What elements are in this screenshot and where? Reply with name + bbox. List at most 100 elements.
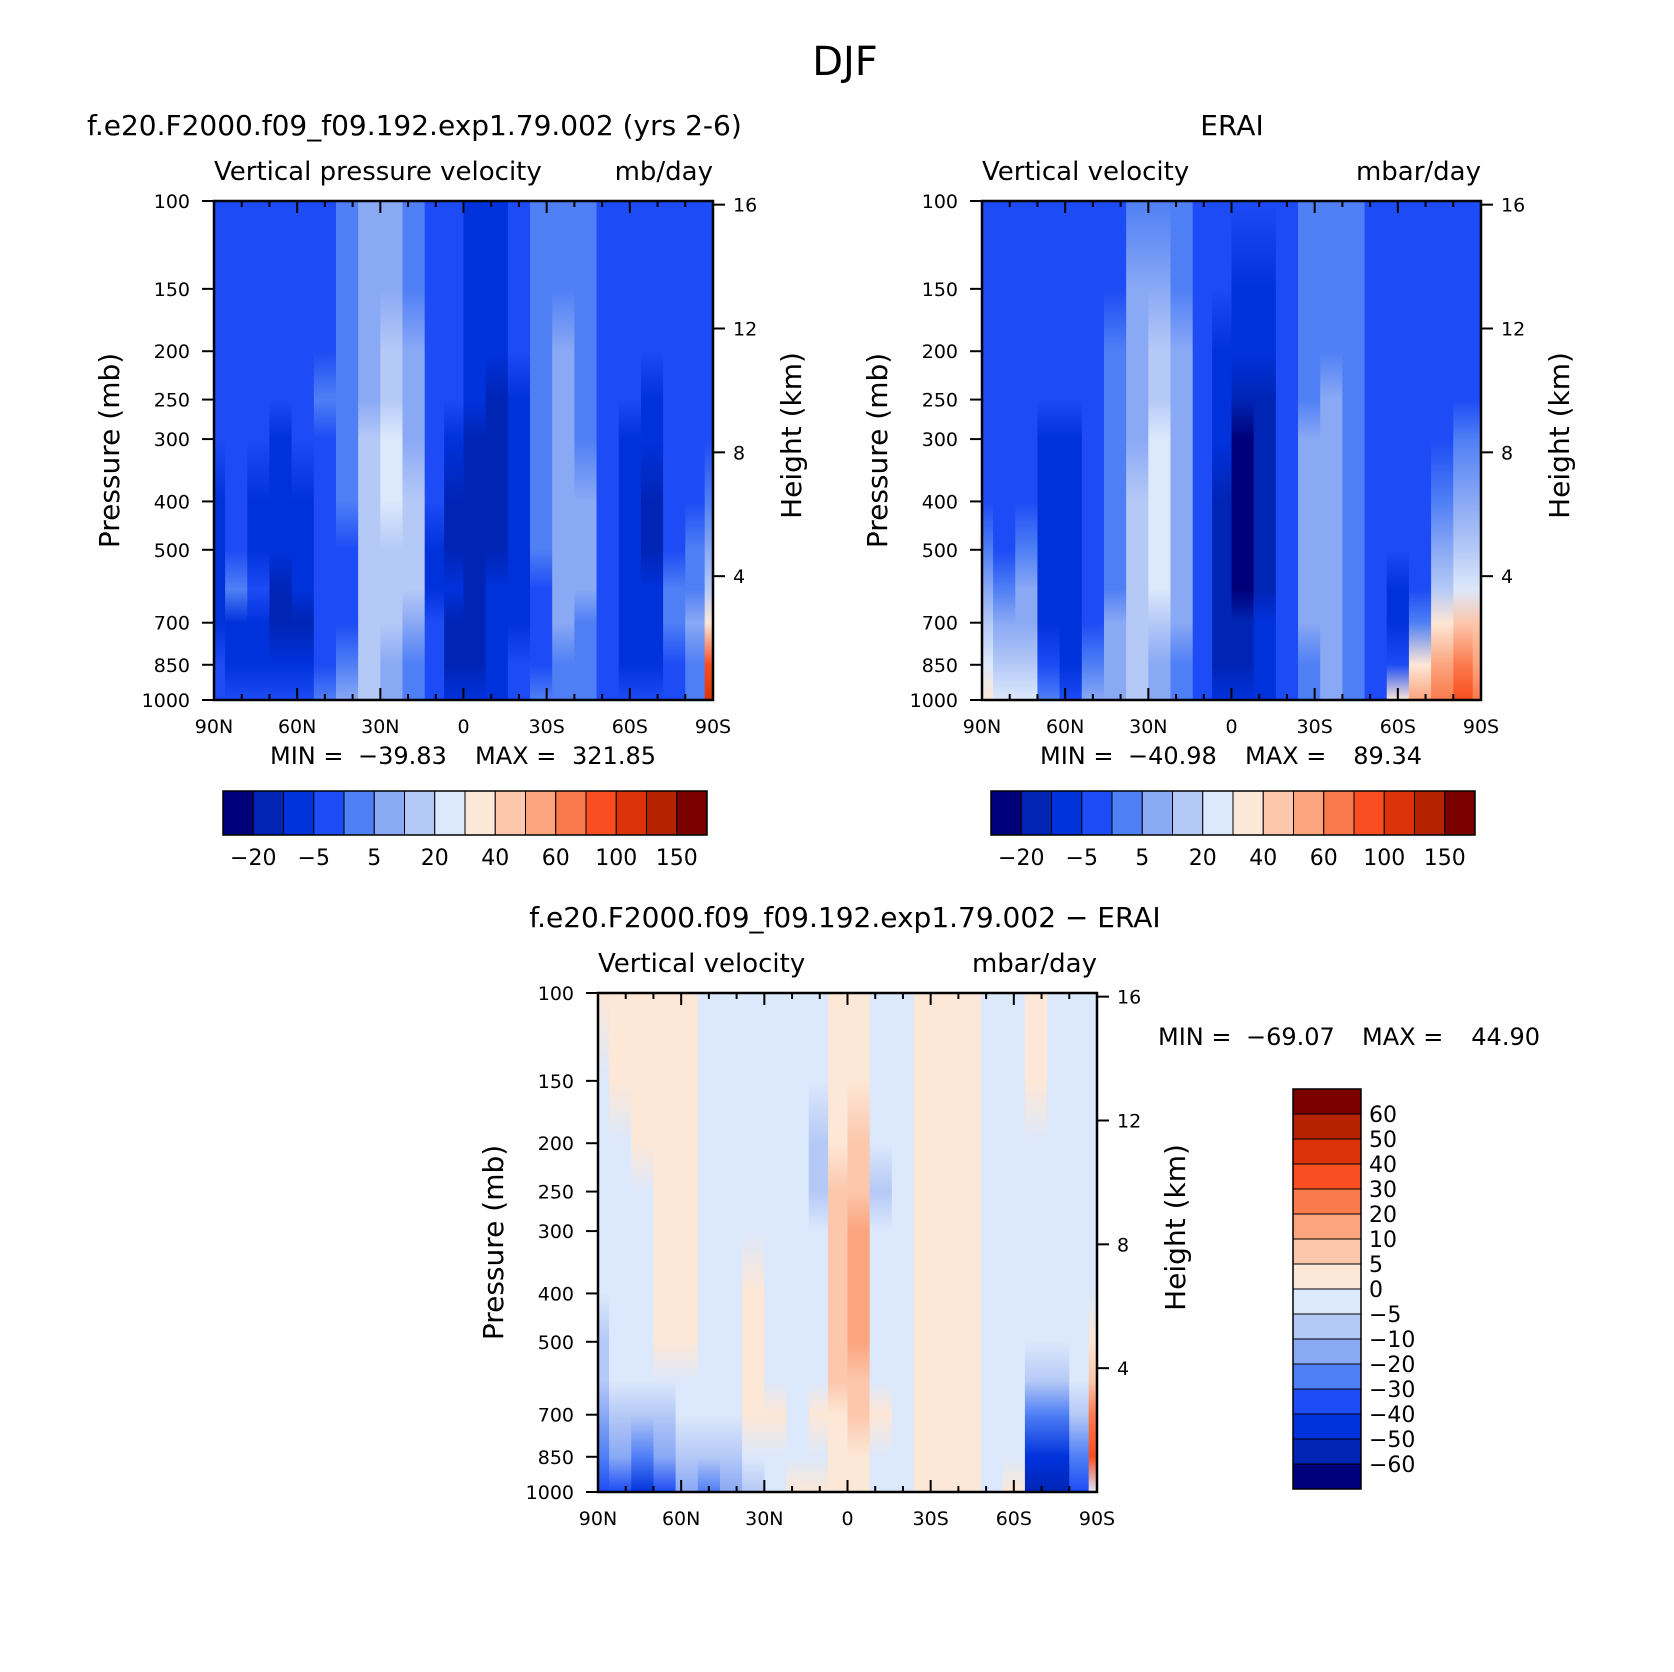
panel-a-min-value: −39.83 <box>358 742 447 770</box>
contour-column <box>598 993 610 1492</box>
contour-column <box>936 993 960 1492</box>
contour-column <box>1059 201 1083 700</box>
contour-column <box>1408 201 1432 700</box>
contour-column <box>1275 201 1299 700</box>
contour-column <box>380 201 404 700</box>
colorbar-swatch <box>1292 1138 1362 1165</box>
colorbar-swatch <box>1292 1388 1362 1415</box>
contour-column <box>618 201 642 700</box>
colorbar-swatch <box>1444 790 1476 836</box>
contour-column <box>1103 201 1127 700</box>
panel-c-title: f.e20.F2000.f09_f09.192.exp1.79.002 − ER… <box>529 901 1160 934</box>
panel-c-min-value: −69.07 <box>1246 1023 1335 1051</box>
y-tick-label: 200 <box>154 341 190 363</box>
colorbar-label: 60 <box>542 846 570 871</box>
colorbar-swatch <box>1020 790 1052 836</box>
x-tick-label: 60N <box>1046 716 1084 738</box>
contour-column <box>313 201 337 700</box>
colorbar-label: 150 <box>1424 846 1466 871</box>
panel-b-right-header: mbar/day <box>1356 157 1481 187</box>
contour-column <box>786 993 810 1492</box>
contour-column <box>869 993 893 1492</box>
contour-column <box>1037 201 1061 700</box>
y-tick-label: 150 <box>538 1071 574 1093</box>
contour-column <box>609 993 633 1492</box>
contour-column <box>1386 201 1410 700</box>
contour-column <box>808 993 829 1492</box>
y-tick-label: 850 <box>154 655 190 677</box>
contour-column <box>463 201 487 700</box>
panel-c-left-header: Vertical velocity <box>598 949 805 979</box>
contour-column <box>358 201 382 700</box>
colorbar-swatch <box>1383 790 1415 836</box>
contour-column <box>1364 201 1388 700</box>
y2-tick-label: 12 <box>1117 1110 1141 1132</box>
x-tick-label: 30N <box>361 716 399 738</box>
contour-column <box>485 201 509 700</box>
y2-tick-label: 8 <box>1501 442 1513 464</box>
colorbar-swatch <box>1292 1088 1362 1115</box>
y-tick-label: 700 <box>922 613 958 635</box>
contour-column <box>552 201 576 700</box>
colorbar-swatch <box>1292 1238 1362 1265</box>
colorbar-label: −10 <box>1369 1328 1415 1353</box>
contour-column <box>444 201 465 700</box>
contour-column <box>982 201 994 700</box>
contour-column <box>640 201 664 700</box>
colorbar-label: 20 <box>1369 1203 1397 1228</box>
y-tick-label: 400 <box>538 1283 574 1305</box>
colorbar-label: −50 <box>1369 1428 1415 1453</box>
y2-tick-label: 16 <box>1117 987 1141 1009</box>
colorbar-label: −5 <box>1066 846 1098 871</box>
colorbar-swatch <box>1292 1463 1362 1490</box>
y-tick-label: 100 <box>538 983 574 1005</box>
panel-b-max-value: 89.34 <box>1353 742 1422 770</box>
y-tick-label: 850 <box>922 655 958 677</box>
y-tick-label: 250 <box>154 390 190 412</box>
colorbar-label: −20 <box>1369 1353 1415 1378</box>
contour-column <box>847 993 871 1492</box>
colorbar-swatch <box>1172 790 1204 836</box>
y-tick-label: 200 <box>922 341 958 363</box>
contour-column <box>225 201 249 700</box>
y-axis-label: Pressure (mb) <box>477 1145 510 1340</box>
contour-column <box>1231 201 1255 700</box>
x-tick-label: 60N <box>278 716 316 738</box>
panel-a-right-header: mb/day <box>615 157 713 187</box>
contour-column <box>828 993 849 1492</box>
panel-a-max-value: 321.85 <box>572 742 656 770</box>
y2-axis-label: Height (km) <box>1159 1144 1192 1311</box>
colorbar-label: 100 <box>1363 846 1405 871</box>
colorbar-swatch <box>1293 790 1325 836</box>
contour-column <box>1192 201 1213 700</box>
colorbar-swatch <box>404 790 436 836</box>
colorbar-label: −20 <box>998 846 1044 871</box>
y-tick-label: 850 <box>538 1447 574 1469</box>
x-tick-label: 30N <box>745 1508 783 1530</box>
colorbar-swatch <box>494 790 526 836</box>
contour-column <box>663 201 687 700</box>
x-tick-label: 0 <box>1225 716 1237 738</box>
colorbar-label: 60 <box>1310 846 1338 871</box>
colorbar-swatch <box>343 790 375 836</box>
contour-column <box>958 993 982 1492</box>
contour-column <box>980 993 1004 1492</box>
panel-c-min-label: MIN = <box>1158 1023 1231 1051</box>
colorbar-frame <box>222 790 708 836</box>
x-tick-label: 30S <box>913 1508 949 1530</box>
contour-column <box>247 201 271 700</box>
x-tick-label: 30S <box>529 716 565 738</box>
contour-column <box>1069 993 1090 1492</box>
y2-tick-label: 4 <box>1501 566 1513 588</box>
x-tick-label: 60S <box>1380 716 1416 738</box>
panel-b-colorbar: −20 −5 5 20 40 60 100 150 <box>990 790 1476 871</box>
contour-column <box>1024 993 1048 1492</box>
y2-tick-label: 12 <box>1501 318 1525 340</box>
colorbar-swatch <box>313 790 345 836</box>
y2-axis-label: Height (km) <box>775 352 808 519</box>
colorbar-swatch <box>525 790 557 836</box>
y-tick-label: 500 <box>922 540 958 562</box>
y-tick-label: 250 <box>538 1182 574 1204</box>
y-tick-label: 700 <box>154 613 190 635</box>
